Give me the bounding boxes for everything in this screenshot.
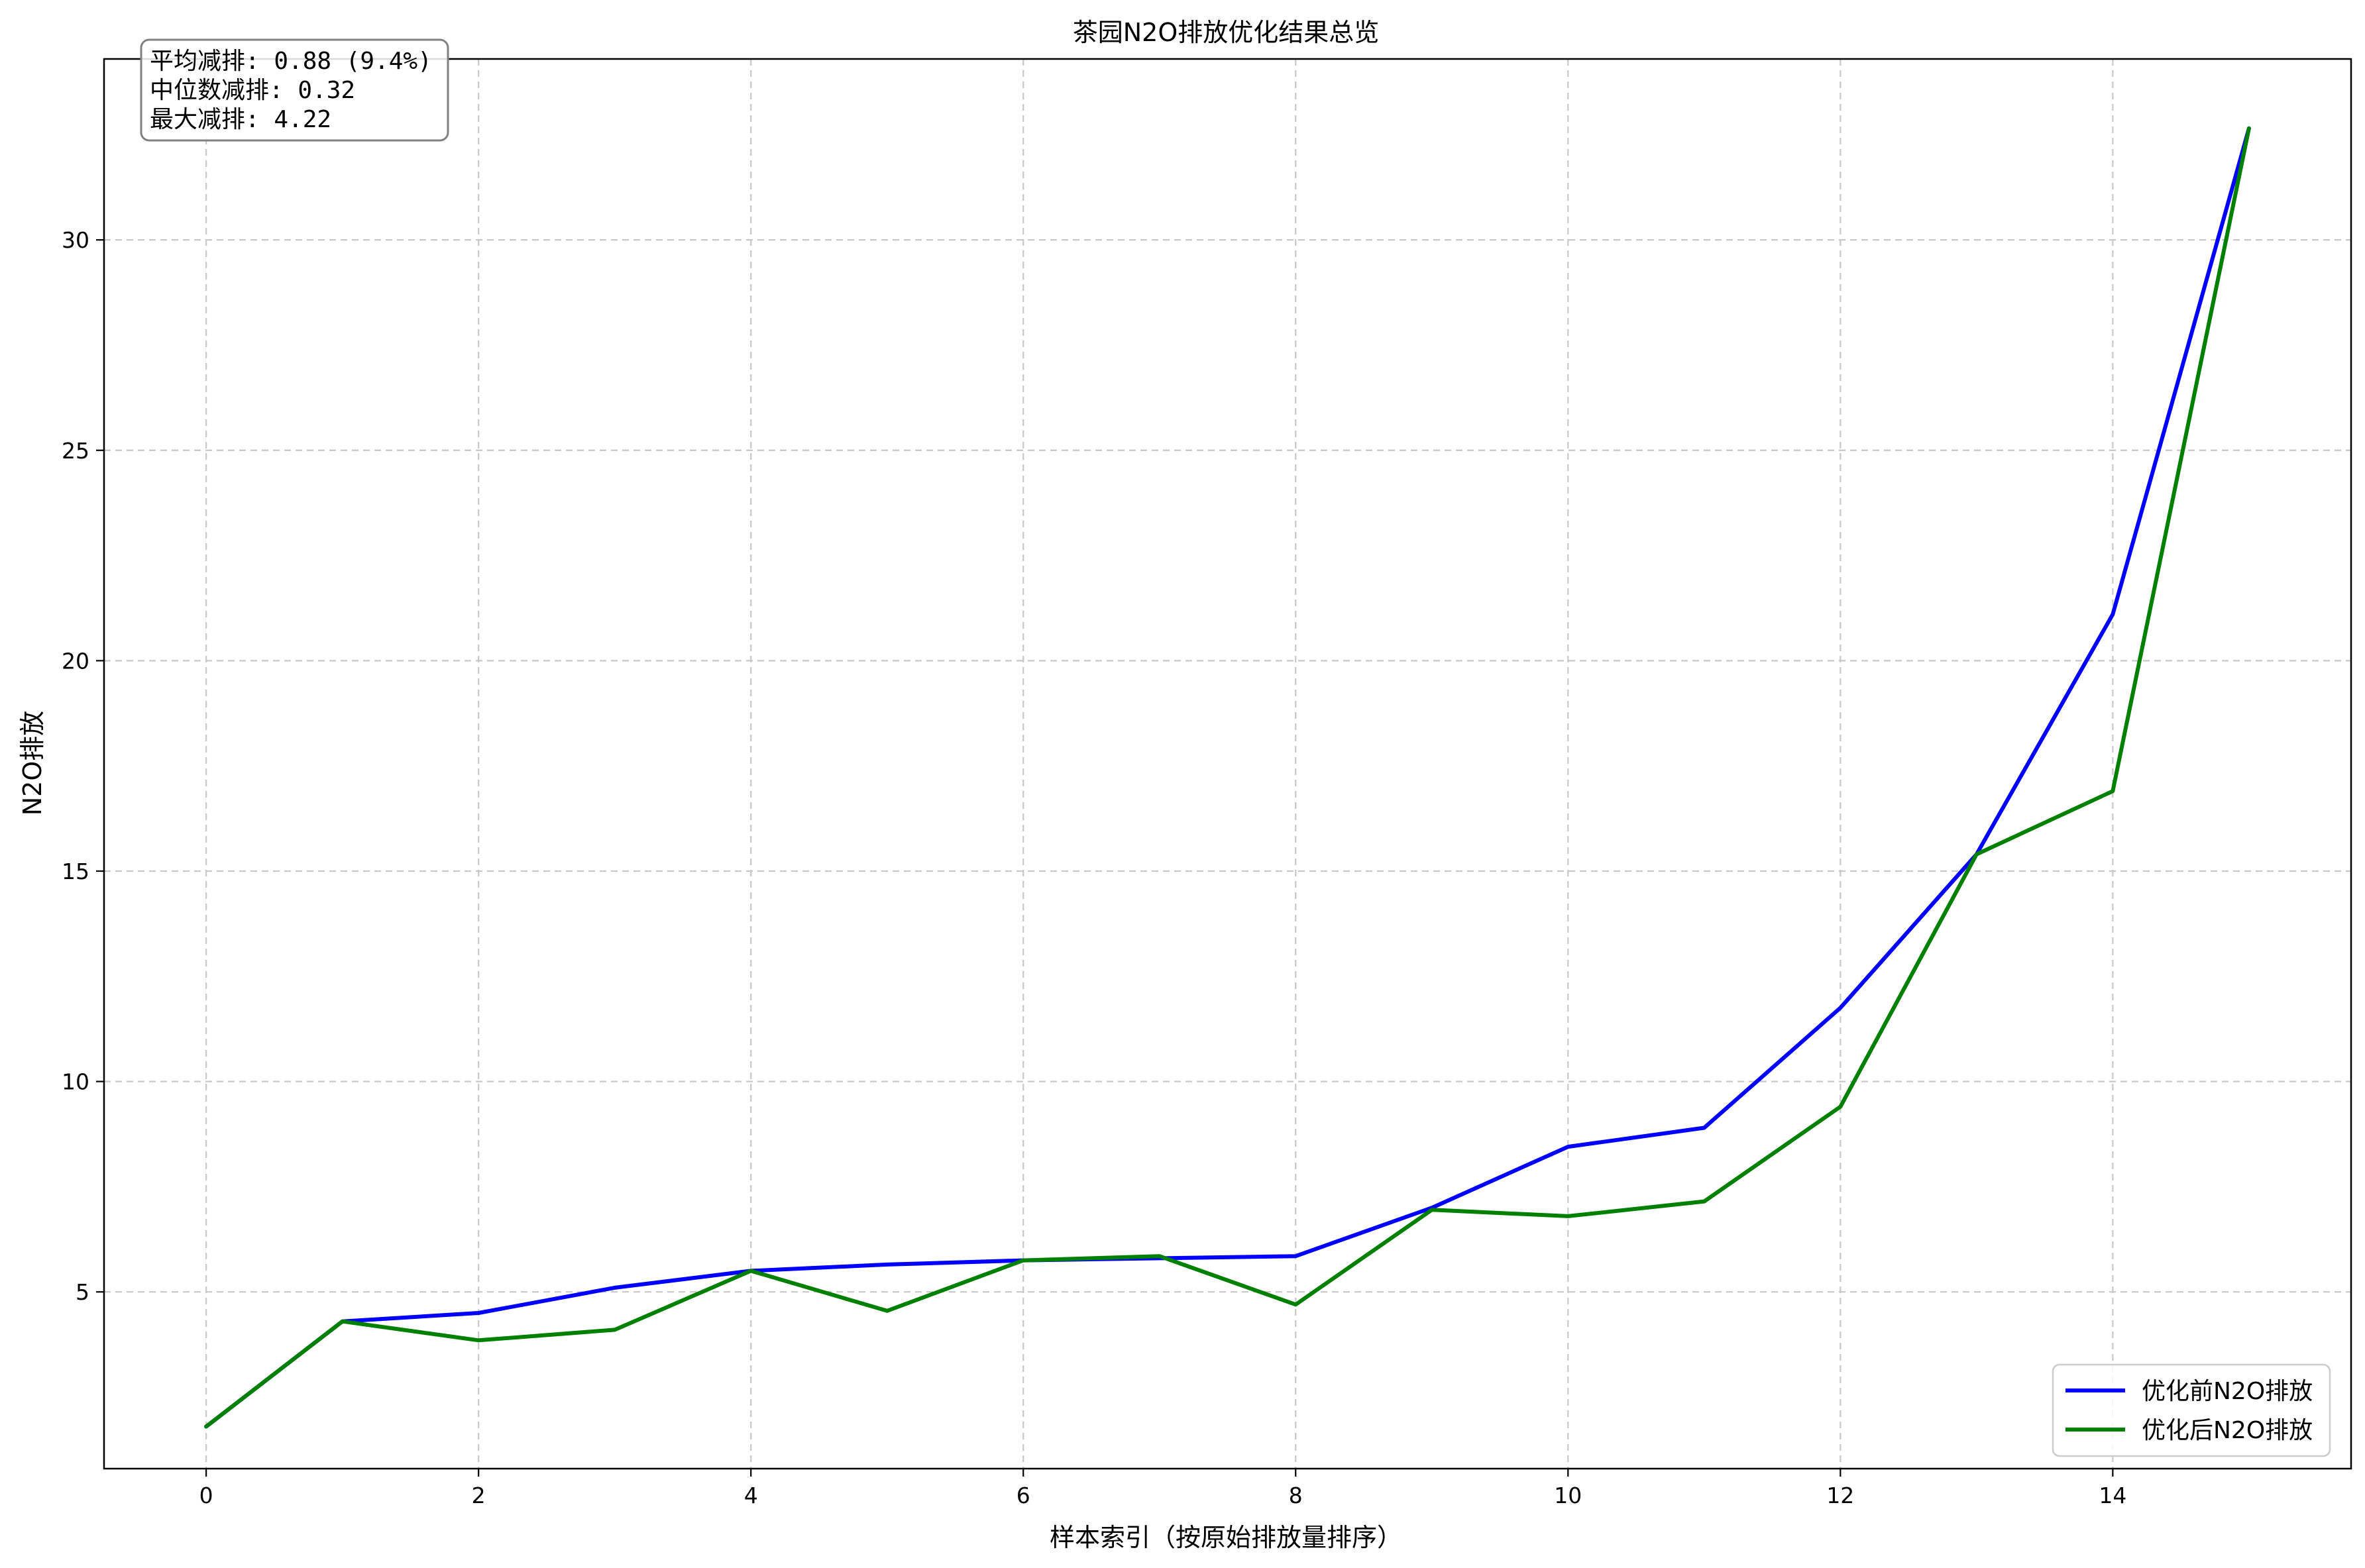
x-tick-label: 14: [2099, 1483, 2126, 1508]
x-tick-label: 2: [472, 1483, 486, 1508]
legend: 优化前N2O排放 优化后N2O排放: [2052, 1363, 2331, 1457]
y-tick-label: 10: [62, 1069, 89, 1095]
x-tick-label: 6: [1017, 1483, 1030, 1508]
x-tick-label: 4: [744, 1483, 758, 1508]
x-tick-label: 8: [1289, 1483, 1303, 1508]
y-tick-label: 5: [76, 1279, 89, 1305]
y-tick-label: 25: [62, 438, 89, 464]
series-layer: [204, 126, 2251, 1429]
plot-frame: [103, 58, 2352, 1470]
x-tick-label: 10: [1554, 1483, 1582, 1508]
legend-frame: [2052, 1363, 2331, 1457]
y-tick-label: 30: [62, 227, 89, 253]
x-axis: 0 2 4 6 8 10 12 14: [199, 1469, 2126, 1508]
x-tick-label: 0: [199, 1483, 213, 1508]
y-axis-label: N2O排放: [18, 711, 47, 816]
y-axis: 5 10 15 20 25 30: [62, 227, 104, 1305]
stats-box: 平均减排: 0.88 (9.4%) 中位数减排: 0.32 最大减排: 4.22: [140, 38, 449, 142]
legend-label-before: 优化前N2O排放: [2142, 1378, 2313, 1405]
series-line-after: [204, 126, 2251, 1429]
series-line-before: [204, 126, 2251, 1429]
y-tick-label: 15: [62, 859, 89, 884]
grid: [104, 59, 2351, 1469]
stats-median-reduction: 中位数减排: 0.32: [150, 77, 355, 104]
stats-box-frame: [140, 38, 449, 142]
stats-mean-reduction: 平均减排: 0.88 (9.4%): [150, 48, 432, 75]
x-tick-label: 12: [1826, 1483, 1854, 1508]
chart-title: 茶园N2O排放优化结果总览: [1073, 18, 1380, 47]
legend-label-after: 优化后N2O排放: [2142, 1417, 2313, 1444]
y-tick-label: 20: [62, 648, 89, 674]
x-axis-label: 样本索引（按原始排放量排序）: [1050, 1523, 1402, 1552]
stats-max-reduction: 最大减排: 4.22: [150, 106, 331, 133]
